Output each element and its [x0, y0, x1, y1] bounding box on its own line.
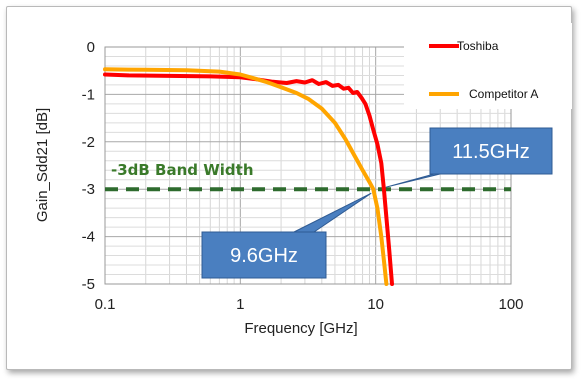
- reference-line-group: -3dB Band Width: [105, 161, 511, 192]
- legend-label: Toshiba: [457, 39, 499, 53]
- y-tick-label: 0: [87, 39, 95, 56]
- legend: Toshiba Competitor A: [404, 23, 572, 109]
- x-tick-label: 0.1: [95, 296, 116, 313]
- series-line-competitor-a: [103, 67, 389, 286]
- callout-box-11-5ghz: [429, 127, 553, 175]
- y-tick-label: -3: [82, 181, 95, 198]
- bandwidth-chart: 0.1 1 10 100 0 -1 -2 -3 -4 -5 -3dB Band Width Tos…: [34, 23, 572, 337]
- y-tick-label: -1: [82, 86, 95, 103]
- x-tick-label: 1: [236, 296, 244, 313]
- y-axis-title: Gain_Sdd21 [dB]: [34, 108, 51, 222]
- x-axis-title: Frequency [GHz]: [244, 320, 357, 337]
- chart-frame: 0.1 1 10 100 0 -1 -2 -3 -4 -5 -3dB Band Width Tos…: [6, 6, 572, 370]
- callout-label-9-6ghz: 9.6GHz: [230, 245, 298, 267]
- y-tick-label: -4: [82, 229, 95, 246]
- legend-label: Competitor A: [469, 87, 538, 101]
- reference-line-label: -3dB Band Width: [111, 161, 254, 179]
- callouts: 11.5GHz 9.6GHz: [201, 127, 553, 279]
- callout-label-11-5ghz: 11.5GHz: [452, 141, 529, 163]
- y-tick-label: -2: [82, 134, 95, 151]
- x-tick-label: 10: [367, 296, 384, 313]
- y-tick-label: -5: [82, 276, 95, 293]
- x-tick-label: 100: [498, 296, 523, 313]
- callout-box-9-6ghz: [201, 231, 327, 279]
- series-group: [103, 67, 394, 286]
